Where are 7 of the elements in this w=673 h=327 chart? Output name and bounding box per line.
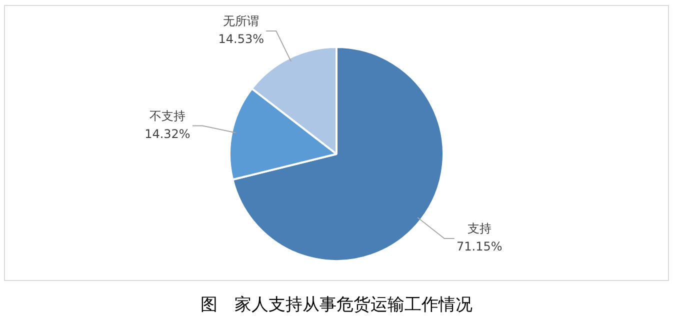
data-label: 14.32% — [144, 126, 190, 141]
slice-label: 支持 — [467, 222, 492, 236]
slice-label: 无所谓 — [223, 14, 260, 28]
slice-label: 不支持 — [149, 108, 186, 123]
data-label: 71.15% — [456, 240, 502, 254]
data-label: 14.53% — [218, 32, 264, 46]
text: 图 家人支持从事危货运输工作情况 — [200, 294, 474, 316]
